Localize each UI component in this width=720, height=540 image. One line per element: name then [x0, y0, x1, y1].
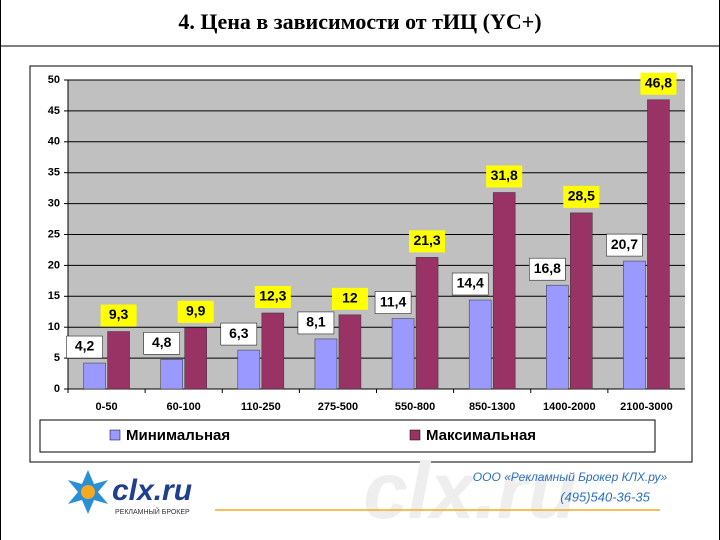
y-tick-label: 25: [48, 228, 60, 240]
slide-title: 4. Цена в зависимости от тИЦ (YC+): [178, 9, 541, 34]
bar: [546, 284, 569, 390]
bar: [415, 257, 439, 390]
value-label: 14,4: [457, 275, 484, 291]
logo-text: clx.ru: [112, 474, 192, 507]
x-tick-label: 275-500: [318, 401, 358, 413]
value-label: 21,3: [413, 232, 440, 248]
bar: [492, 192, 516, 390]
y-tick-label: 45: [48, 105, 60, 117]
bar: [314, 338, 338, 390]
x-tick-label: 550-800: [395, 401, 435, 413]
logo-subtitle: РЕКЛАМНЫЙ БРОКЕР: [115, 507, 190, 516]
value-label-box: [331, 287, 368, 310]
y-tick-label: 10: [48, 321, 60, 333]
value-label-box: [529, 257, 566, 281]
bar: [338, 314, 362, 390]
legend-label: Максимальная: [426, 427, 536, 444]
bar: [184, 327, 207, 390]
bar: [570, 212, 593, 390]
value-label-box: [563, 185, 600, 208]
value-label-box: [177, 300, 214, 323]
value-label-box: [486, 165, 523, 188]
y-tick-label: 0: [54, 383, 60, 395]
legend-swatch: [409, 429, 421, 441]
value-label: 31,8: [491, 167, 518, 183]
value-label-box: [220, 322, 258, 346]
value-label: 12,3: [259, 288, 286, 304]
value-label-box: [374, 291, 412, 314]
value-label: 11,4: [380, 293, 407, 309]
value-label: 12: [342, 290, 358, 306]
bar: [83, 362, 106, 390]
value-label-box: [254, 285, 291, 308]
x-tick-label: 110-250: [241, 401, 281, 413]
bar: [261, 312, 285, 390]
value-label: 9,3: [109, 306, 129, 322]
company-name: ООО «Рекламный Брокер КЛХ.ру»: [473, 470, 668, 484]
value-label-box: [297, 311, 335, 335]
x-tick-label: 2100-3000: [620, 401, 673, 413]
value-label: 9,9: [186, 303, 206, 319]
bar: [237, 349, 261, 390]
value-label-box: [143, 332, 180, 355]
legend-swatch: [109, 429, 121, 441]
phone: (495)540-36-35: [560, 489, 650, 504]
logo-center: [81, 485, 95, 499]
value-label: 8,1: [306, 314, 326, 330]
value-label-box: [640, 72, 677, 95]
bar: [391, 318, 415, 390]
y-tick-label: 5: [54, 352, 60, 364]
x-tick-label: 850-1300: [469, 401, 516, 413]
value-label-box: [409, 230, 446, 253]
value-label: 4,8: [152, 334, 172, 350]
value-label: 46,8: [645, 74, 672, 90]
value-label: 20,7: [611, 236, 638, 252]
value-label: 16,8: [534, 260, 561, 276]
bar: [160, 359, 183, 390]
footer: clx.ru clx.ru РЕКЛАМНЫЙ БРОКЕР ООО «Рекл…: [68, 446, 668, 535]
y-tick-label: 35: [48, 167, 60, 179]
value-label-box: [100, 304, 137, 327]
bar: [468, 299, 492, 390]
y-tick-label: 20: [48, 259, 60, 271]
x-tick-label: 60-100: [167, 401, 201, 413]
x-tick-label: 1400-2000: [543, 401, 596, 413]
value-label-box: [451, 272, 489, 296]
value-label: 28,5: [568, 188, 595, 204]
bar: [107, 331, 130, 390]
y-tick-label: 50: [48, 74, 60, 86]
value-label-box: [66, 335, 103, 359]
value-label-box: [606, 233, 643, 257]
legend-label: Минимальная: [126, 427, 230, 444]
legend-box: [39, 419, 656, 453]
value-label: 6,3: [229, 325, 249, 341]
bar: [647, 99, 670, 390]
y-tick-label: 15: [48, 290, 60, 302]
x-tick-label: 0-50: [96, 401, 118, 413]
value-label: 4,2: [75, 338, 95, 354]
y-tick-label: 30: [48, 198, 60, 210]
watermark: clx.ru: [363, 446, 576, 535]
bar: [623, 260, 646, 390]
y-tick-label: 40: [48, 136, 60, 148]
